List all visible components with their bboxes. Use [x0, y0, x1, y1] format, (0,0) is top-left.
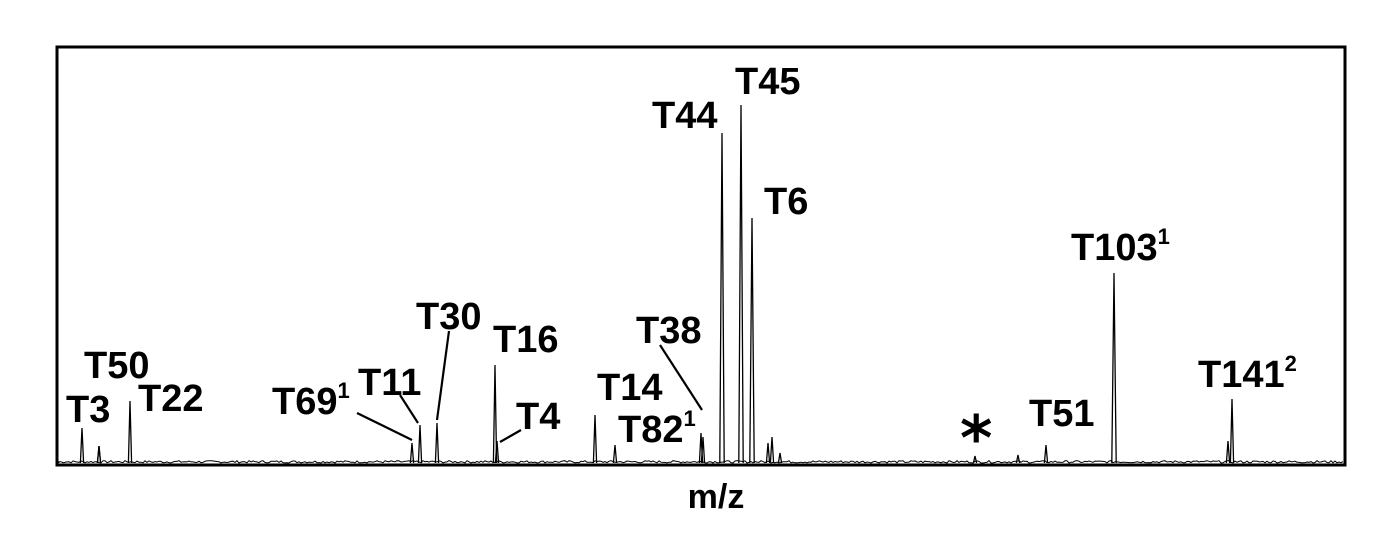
spectrum-peak-unlabeled-20 — [1015, 454, 1021, 464]
spectrum-peak-t51 — [1043, 444, 1049, 464]
spectrum-peak-t69 — [409, 442, 415, 464]
peak-label-t51: T51 — [1029, 393, 1094, 435]
plot-frame — [55, 45, 1347, 467]
peak-label-t103: T1031 — [1071, 224, 1170, 269]
peak-label-t141: T1412 — [1198, 351, 1297, 396]
peak-label-t14: T14 — [597, 367, 662, 409]
leader-line-t11 — [399, 394, 419, 424]
peak-label-t82: T821 — [618, 406, 696, 451]
leader-line-t4 — [499, 429, 522, 443]
spectrum-peak-t16 — [492, 364, 498, 464]
peak-label-t11: T11 — [358, 362, 421, 404]
spectrum-peak-t141 — [1229, 398, 1235, 464]
x-axis-label: m/z — [688, 478, 745, 516]
peak-label-t16: T16 — [493, 319, 558, 361]
peak-label-superscript: 2 — [1285, 351, 1297, 376]
peak-label-t30: T30 — [416, 296, 481, 338]
spectrum-peak-t6 — [749, 217, 755, 464]
spectrum-peak-unlabeled-23 — [1225, 440, 1231, 464]
spectrum-peak-unlabeled-10 — [612, 444, 618, 464]
spectrum-peak-unlabeled-16 — [765, 442, 771, 464]
leader-line-t38 — [659, 344, 703, 411]
spectrum-peak-t38 — [700, 436, 706, 464]
spectrum-peak-asterisk — [972, 455, 978, 464]
peak-label-t3: T3 — [66, 389, 110, 431]
spectrum-peak-t14 — [592, 414, 598, 464]
leader-line-t69 — [356, 412, 413, 441]
peak-label-t69: T691 — [272, 378, 350, 423]
spectrum-peak-t22 — [127, 400, 133, 464]
peak-label-t38: T38 — [636, 310, 701, 352]
peak-label-asterisk: * — [960, 402, 992, 475]
peak-label-t6: T6 — [764, 181, 808, 223]
spectrum-layer — [58, 104, 1344, 464]
leader-line-t30 — [435, 330, 451, 421]
leader-lines — [356, 330, 703, 443]
spectrum-peak-t3 — [79, 427, 85, 464]
spectrum-peak-t44 — [719, 132, 725, 464]
spectrum-peak-unlabeled-17 — [769, 436, 775, 464]
spectrum-peak-t50 — [96, 445, 102, 464]
peak-label-t45: T45 — [735, 61, 800, 103]
spectrum-peak-t4 — [494, 440, 500, 464]
peak-label-superscript: 1 — [683, 406, 695, 431]
spectrum-peak-unlabeled-18 — [777, 452, 783, 464]
peak-label-t4: T4 — [516, 396, 560, 438]
peak-label-t44: T44 — [652, 95, 717, 137]
spectrum-peak-t45 — [738, 104, 744, 464]
peak-label-t22: T22 — [138, 378, 203, 420]
peak-label-t50: T50 — [84, 345, 149, 387]
peak-label-superscript: 1 — [1158, 224, 1170, 249]
spectrum-peak-t11 — [417, 424, 423, 464]
spectrum-peak-t103 — [1111, 272, 1117, 464]
spectrum-peak-t30 — [434, 422, 440, 464]
peak-label-superscript: 1 — [337, 378, 349, 403]
